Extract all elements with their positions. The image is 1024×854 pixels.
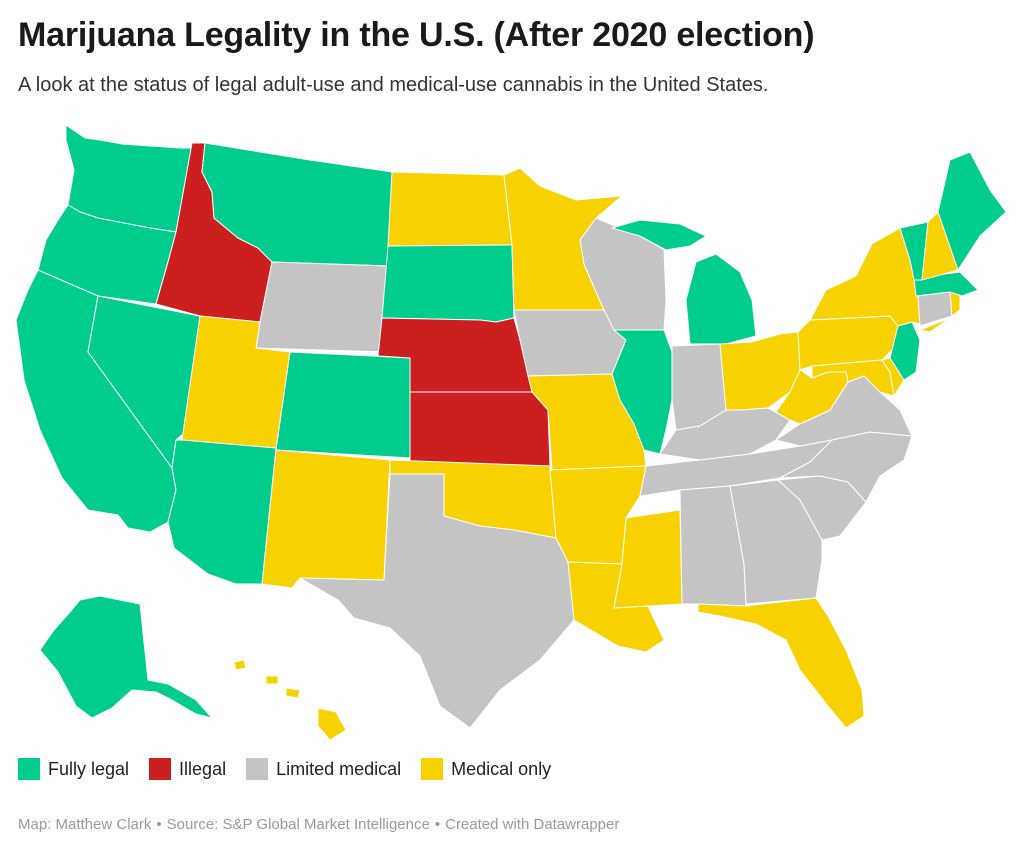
legend: Fully legal Illegal Limited medical Medi… bbox=[18, 758, 571, 780]
legend-label-fully-legal: Fully legal bbox=[48, 758, 130, 779]
state-hi[interactable] bbox=[233, 659, 347, 741]
legend-swatch-limited-medical bbox=[246, 758, 269, 780]
legend-swatch-illegal bbox=[149, 758, 172, 780]
legend-swatch-fully-legal bbox=[18, 758, 40, 780]
state-mi[interactable] bbox=[611, 219, 757, 345]
legend-item-illegal: Illegal bbox=[149, 758, 226, 780]
state-fl[interactable] bbox=[697, 597, 865, 729]
state-ri[interactable] bbox=[949, 291, 961, 317]
footer-map-credit: Map: Matthew Clark bbox=[18, 816, 152, 833]
state-az[interactable] bbox=[167, 439, 277, 585]
legend-swatch-medical-only bbox=[421, 758, 444, 780]
state-vt[interactable] bbox=[899, 221, 929, 281]
state-nd[interactable] bbox=[387, 171, 513, 247]
legend-item-medical-only: Medical only bbox=[421, 758, 551, 780]
us-states-map bbox=[15, 124, 1007, 741]
legend-item-fully-legal: Fully legal bbox=[18, 758, 129, 780]
footer-source: Source: S&P Global Market Intelligence bbox=[166, 816, 430, 833]
state-ks[interactable] bbox=[409, 391, 551, 467]
legend-label-limited-medical: Limited medical bbox=[276, 758, 402, 779]
state-nc[interactable] bbox=[779, 431, 913, 503]
legend-label-medical-only: Medical only bbox=[451, 758, 552, 779]
map-subtitle: A look at the status of legal adult-use … bbox=[18, 74, 769, 96]
state-il[interactable] bbox=[611, 329, 673, 455]
footer-credits: Map: Matthew Clark • Source: S&P Global Ma… bbox=[18, 816, 620, 833]
map-title: Marijuana Legality in the U.S. (After 20… bbox=[18, 16, 815, 54]
state-ct[interactable] bbox=[917, 291, 953, 327]
state-nj[interactable] bbox=[889, 321, 921, 381]
state-mt[interactable] bbox=[201, 142, 393, 267]
state-wy[interactable] bbox=[255, 261, 389, 353]
legend-label-illegal: Illegal bbox=[179, 758, 227, 779]
state-sd[interactable] bbox=[381, 244, 515, 323]
state-de[interactable] bbox=[881, 357, 905, 397]
state-co[interactable] bbox=[275, 351, 413, 459]
legend-item-limited-medical: Limited medical bbox=[246, 758, 401, 780]
state-tx[interactable] bbox=[299, 473, 575, 729]
state-me[interactable] bbox=[937, 151, 1007, 271]
state-nm[interactable] bbox=[261, 449, 391, 589]
state-wi[interactable] bbox=[579, 217, 667, 331]
footer-created-with[interactable]: Created with Datawrapper bbox=[445, 816, 620, 833]
state-ak[interactable] bbox=[39, 595, 213, 719]
